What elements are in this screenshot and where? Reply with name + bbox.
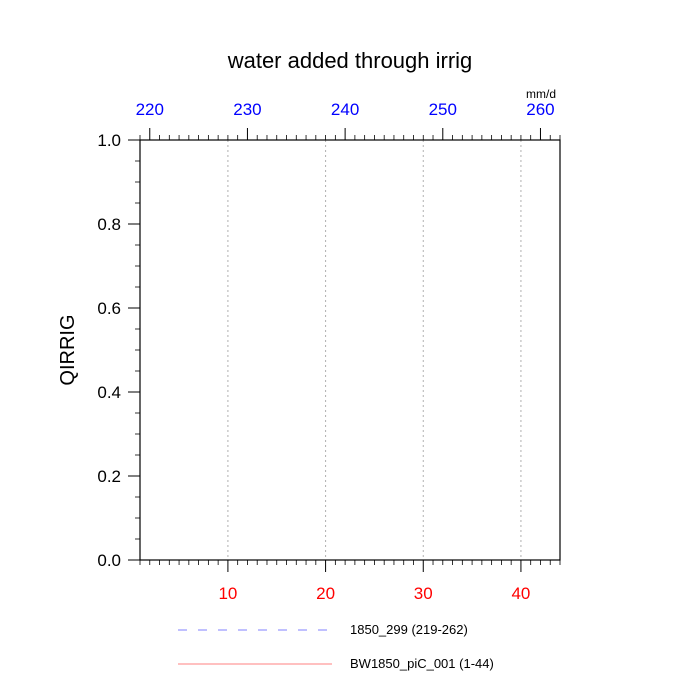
legend-label: 1850_299 (219-262) <box>350 622 468 637</box>
x-top-tick-label: 240 <box>331 100 359 119</box>
units-label: mm/d <box>526 87 556 101</box>
x-top-tick-label: 250 <box>429 100 457 119</box>
y-tick-label: 0.4 <box>97 383 121 402</box>
y-tick-label: 0.8 <box>97 215 121 234</box>
x-top-tick-label: 220 <box>136 100 164 119</box>
y-tick-label: 0.6 <box>97 299 121 318</box>
x-bottom-tick-label: 40 <box>511 584 530 603</box>
x-top-tick-label: 230 <box>233 100 261 119</box>
axis-ticks <box>128 128 561 572</box>
y-tick-label: 0.2 <box>97 467 121 486</box>
x-bottom-tick-label: 20 <box>316 584 335 603</box>
x-bottom-tick-label: 30 <box>414 584 433 603</box>
y-tick-label: 0.0 <box>97 551 121 570</box>
plot-frame <box>139 139 561 561</box>
x-top-tick-label: 260 <box>526 100 554 119</box>
tick-labels: 10 20 30 40 220 230 240 250 260 0.0 0.2 0.4 0.6 0.8 1.… <box>97 100 554 603</box>
y-axis-label: QIRRIG <box>57 314 79 385</box>
chart-title: water added through irrig <box>227 48 473 73</box>
legend-label: BW1850_piC_001 (1-44) <box>350 656 494 671</box>
x-bottom-tick-label: 10 <box>218 584 237 603</box>
y-tick-label: 1.0 <box>97 131 121 150</box>
grid-lines <box>227 140 522 560</box>
legend: 1850_299 (219-262) BW1850_piC_001 (1-44) <box>178 622 494 671</box>
